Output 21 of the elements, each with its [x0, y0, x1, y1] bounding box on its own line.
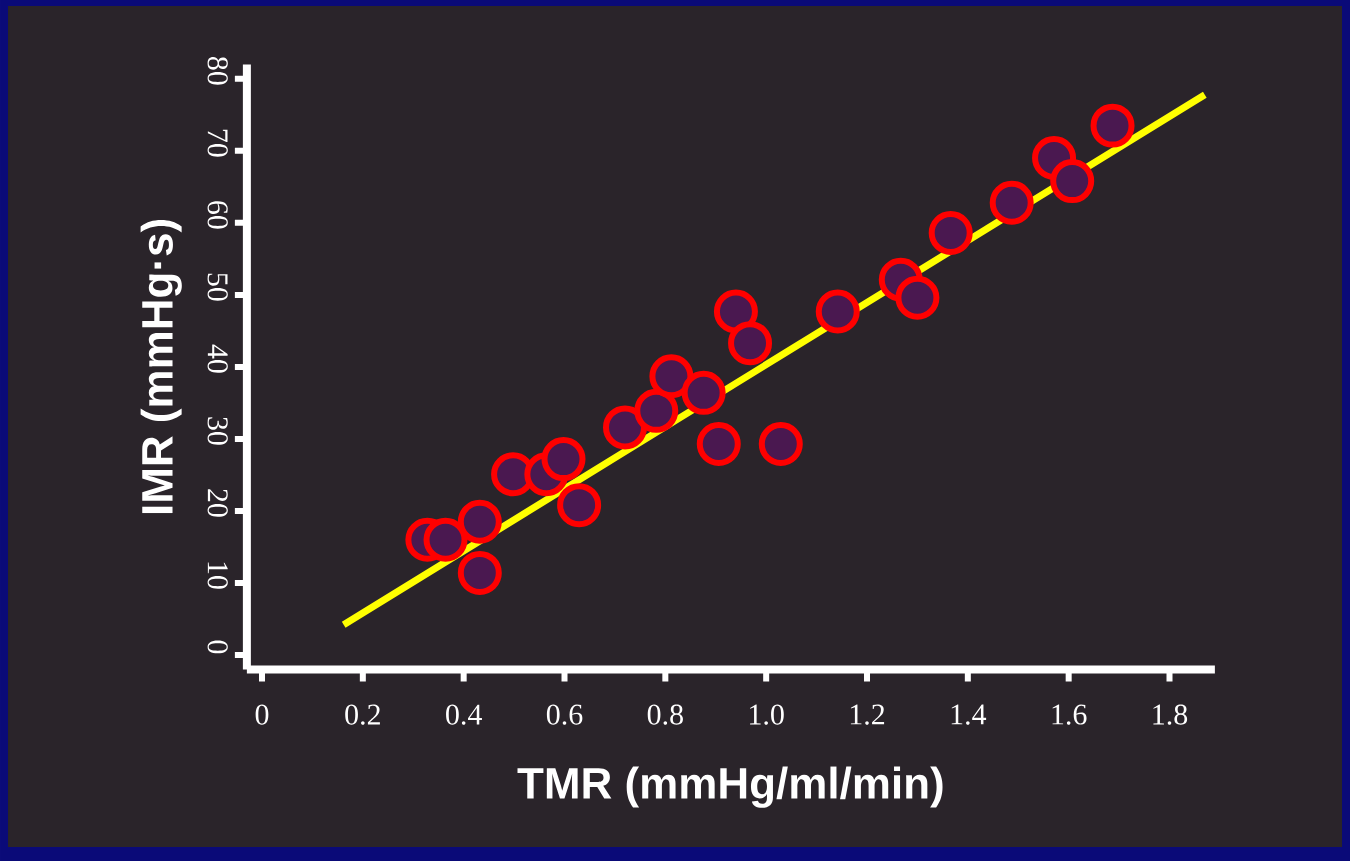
x-tick-label: 1.4 [951, 704, 987, 725]
x-tick-label: 1.6 [1052, 704, 1087, 725]
x-tick-label: 0.6 [546, 704, 583, 725]
x-axis-title: TMR (mmHg/ml/min) [517, 766, 943, 808]
y-tick-label: 50 [207, 273, 228, 301]
x-tick-label: 0.4 [446, 704, 482, 725]
y-tick-label: 60 [207, 201, 228, 229]
y-axis-title: IMR (mmHg·s) [140, 220, 182, 514]
y-tick-label: 80 [207, 56, 228, 85]
y-tick-label: 30 [207, 417, 228, 445]
x-tick-label: 0.8 [647, 704, 683, 725]
y-tick-label: 70 [207, 129, 228, 157]
x-tick-label: 0.2 [345, 704, 380, 725]
x-tick-label: 1.2 [850, 704, 885, 725]
y-tick-label: 10 [207, 562, 228, 589]
x-tick-label: 1.8 [1153, 704, 1188, 725]
x-tick-label: 1.0 [750, 704, 784, 725]
y-tick-label: 0 [207, 640, 228, 654]
y-tick-label: 20 [207, 489, 228, 517]
y-tick-label: 40 [207, 344, 228, 373]
x-tick-label: 0 [255, 704, 269, 725]
